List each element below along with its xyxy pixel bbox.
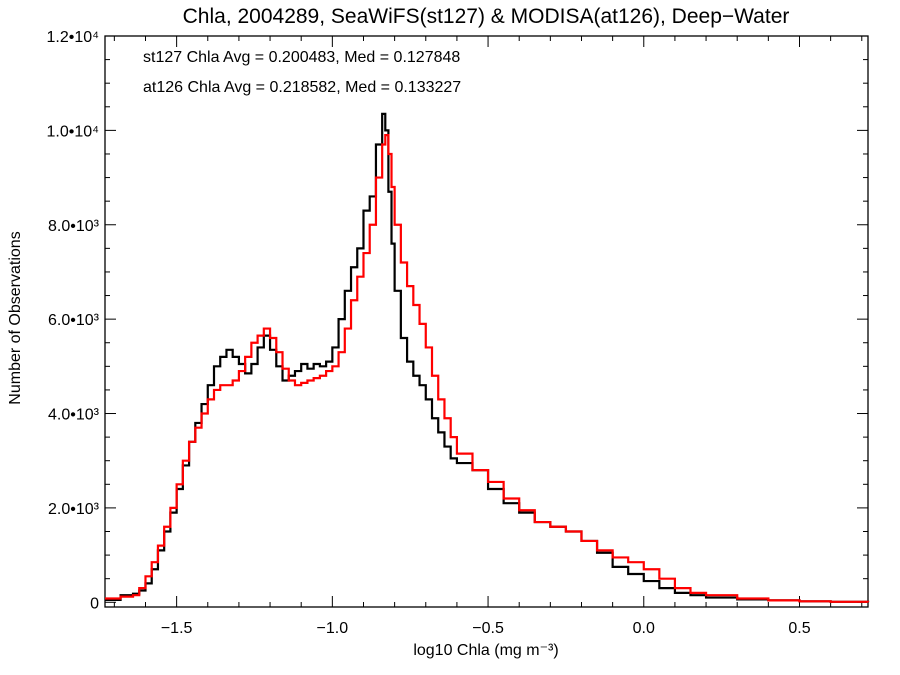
x-tick-label: 0.0 <box>633 620 655 637</box>
x-tick-label: 0.5 <box>788 620 810 637</box>
y-tick-label: 0 <box>90 595 99 612</box>
x-tick-label: −1.0 <box>317 620 349 637</box>
series-layer <box>105 112 870 603</box>
x-axis-label: log10 Chla (mg m⁻³) <box>413 642 558 659</box>
x-tick-label: −0.5 <box>472 620 504 637</box>
y-tick-label: 1.2•10⁴ <box>46 29 99 46</box>
y-tick-label: 1.0•10⁴ <box>46 123 99 140</box>
series-0-line <box>105 112 870 603</box>
y-tick-label: 4.0•10³ <box>48 407 100 424</box>
chart-title: Chla, 2004289, SeaWiFS(st127) & MODISA(a… <box>183 5 790 28</box>
plot-border <box>104 35 869 608</box>
y-tick-label: 8.0•10³ <box>48 218 100 235</box>
annotation-at126-stats: at126 Chla Avg = 0.218582, Med = 0.13322… <box>143 79 461 96</box>
y-tick-label: 2.0•10³ <box>48 501 100 518</box>
y-axis-label: Number of Observations <box>7 231 24 404</box>
y-axis: 0 2.0•10³ 4.0•10³ 6.0•10³ 8.0•10³ 1.0•10⁴ 1.2•… <box>46 29 868 612</box>
plot-frame <box>104 35 869 608</box>
series-1-line <box>105 133 870 603</box>
x-tick-label: −1.5 <box>161 620 193 637</box>
y-tick-label: 6.0•10³ <box>48 312 100 329</box>
annotation-st127-stats: st127 Chla Avg = 0.200483, Med = 0.12784… <box>143 49 460 66</box>
x-axis: −1.5 −1.0 −0.5 0.0 0.5 <box>113 36 863 637</box>
